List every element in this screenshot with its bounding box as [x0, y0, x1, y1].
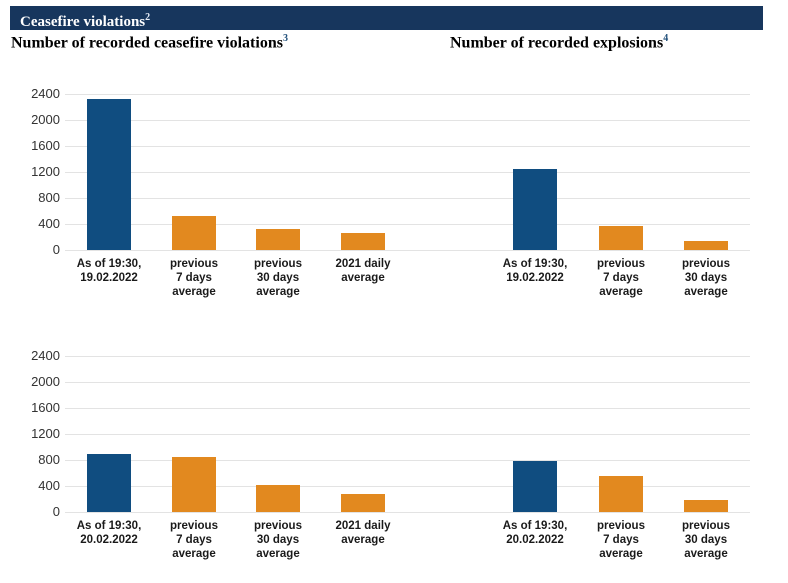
bar-row0-col1-1	[599, 225, 643, 250]
bar-row0-col0-3	[341, 233, 385, 250]
gridline-y1600	[65, 146, 750, 147]
y-axis-tick-label-800: 800	[38, 452, 60, 467]
bar-row1-col0-0	[87, 453, 131, 512]
gridline-y2400	[65, 94, 750, 95]
gridline-y800	[65, 198, 750, 199]
y-axis-tick-label-2400: 2400	[31, 86, 60, 101]
y-axis-tick-label-1600: 1600	[31, 400, 60, 415]
y-axis-tick-label-400: 400	[38, 216, 60, 231]
bar-row0-col0-2	[256, 228, 300, 250]
gridline-y2400	[65, 356, 750, 357]
y-axis-tick-label-2400: 2400	[31, 348, 60, 363]
chart-plot-bottom-row: 0 400 800 1200 1600 2000 2400 As of 19:30, 20.0…	[31, 348, 750, 560]
chart-plot-top-row: 0 400 800 1200 1600 2000 2400 As of 19:30, 19.0…	[31, 86, 750, 298]
gridline-y1600	[65, 408, 750, 409]
chart-title-explosions-footnote-ref: 4	[663, 33, 669, 44]
y-axis-tick-label-1600: 1600	[31, 138, 60, 153]
chart-title-violations-footnote-ref: 3	[282, 33, 288, 44]
gridline-y2000	[65, 120, 750, 121]
y-axis-tick-label-1200: 1200	[31, 426, 60, 441]
y-axis-tick-label-0: 0	[52, 242, 60, 257]
chart-title-explosions-text: Number of recorded explosions	[450, 34, 664, 52]
chart-title-violations: Number of recorded ceasefire violations3	[11, 33, 288, 52]
y-axis-tick-label-1200: 1200	[31, 164, 60, 179]
category-label-row0-col0-1: previous 7 days average	[170, 258, 218, 298]
gridline-y0	[65, 512, 750, 513]
category-label-row1-col0-3: 2021 daily average	[335, 520, 391, 546]
bar-row1-col1-0	[513, 460, 557, 512]
gridline-y0	[65, 250, 750, 251]
gridline-y2000	[65, 382, 750, 383]
bar-row1-col1-1	[599, 475, 643, 512]
category-label-row0-col1-0: As of 19:30, 19.02.2022	[502, 258, 568, 284]
section-title: Ceasefire violations	[20, 14, 146, 30]
y-axis-tick-label-400: 400	[38, 478, 60, 493]
category-label-row1-col1-0: As of 19:30, 20.02.2022	[502, 520, 568, 546]
y-axis-tick-label-800: 800	[38, 190, 60, 205]
bar-row1-col0-3	[341, 494, 385, 512]
bar-row1-col1-2	[684, 500, 728, 512]
bar-row0-col0-1	[172, 215, 216, 250]
category-label-row1-col1-1: previous 7 days average	[597, 520, 645, 560]
category-label-row1-col0-2: previous 30 days average	[254, 520, 302, 560]
gridline-y400	[65, 486, 750, 487]
chart-title-explosions: Number of recorded explosions4	[450, 33, 668, 52]
gridline-y400	[65, 224, 750, 225]
y-axis-tick-label-2000: 2000	[31, 112, 60, 127]
y-axis-tick-label-2000: 2000	[31, 374, 60, 389]
category-label-row0-col1-1: previous 7 days average	[597, 258, 645, 298]
category-label-row0-col0-2: previous 30 days average	[254, 258, 302, 298]
category-label-row1-col0-1: previous 7 days average	[170, 520, 218, 560]
bar-row1-col0-1	[172, 456, 216, 512]
category-label-row0-col0-0: As of 19:30, 19.02.2022	[76, 258, 142, 284]
category-label-row0-col0-3: 2021 daily average	[335, 258, 391, 284]
section-footnote-ref: 2	[145, 12, 151, 23]
bar-row0-col0-0	[87, 99, 131, 250]
gridline-y800	[65, 460, 750, 461]
bar-row1-col0-2	[256, 485, 300, 512]
bar-row0-col1-0	[513, 169, 557, 250]
gridline-y1200	[65, 434, 750, 435]
chart-title-violations-text: Number of recorded ceasefire violations	[11, 34, 283, 52]
bar-row0-col1-2	[684, 240, 728, 250]
category-label-row1-col0-0: As of 19:30, 20.02.2022	[76, 520, 142, 546]
y-axis-tick-label-0: 0	[52, 504, 60, 519]
category-label-row1-col1-2: previous 30 days average	[682, 520, 730, 560]
gridline-y1200	[65, 172, 750, 173]
category-label-row0-col1-2: previous 30 days average	[682, 258, 730, 298]
section-header: Ceasefire violations2	[10, 6, 763, 30]
